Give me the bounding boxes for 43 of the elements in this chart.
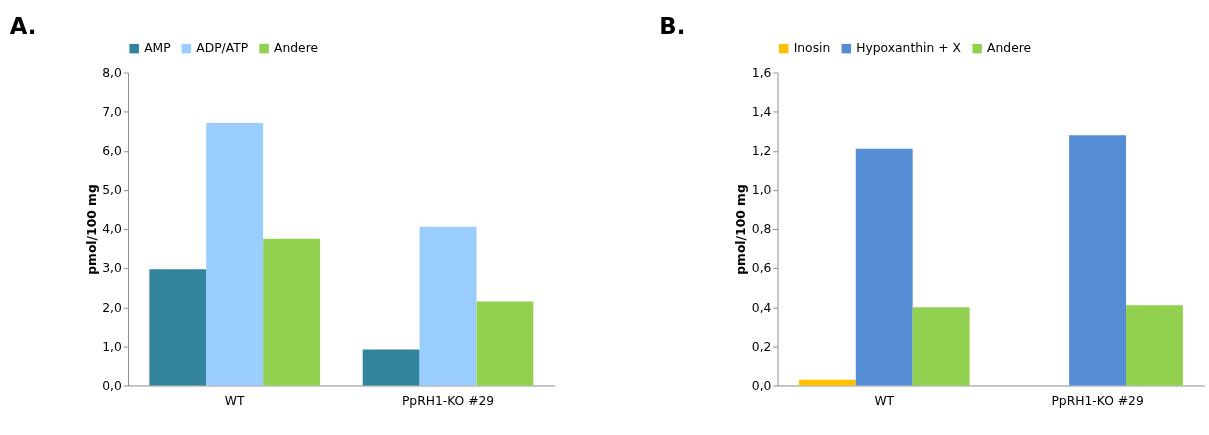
legend-label: Andere [274,41,319,56]
y-tick-label: 6,0 [102,144,122,159]
y-tick-label: 1,0 [102,339,122,354]
y-tick-label: 1,0 [751,183,772,198]
y-tick-label: 1,2 [751,144,772,159]
bar [206,123,264,386]
bar [855,148,913,386]
chart-title: A. [9,12,37,39]
bar [476,301,534,386]
legend-label: Inosin [793,41,831,56]
bar [798,379,856,386]
legend-label: ADP/ATP [196,41,249,56]
y-tick-label: 0,2 [751,339,772,354]
y-tick-label: 0,4 [751,300,772,315]
y-tick-label: 8,0 [102,65,122,80]
y-tick-label: 5,0 [102,183,122,198]
y-axis-title: pmol/100 mg [734,184,749,275]
y-tick-label: 3,0 [102,261,122,276]
y-tick-label: 1,4 [751,104,772,119]
x-tick-label: PpRH1-KO #29 [401,393,495,408]
bar [263,238,321,386]
x-tick-label: PpRH1-KO #29 [1051,393,1144,408]
y-tick-label: 1,6 [751,65,772,80]
bar [912,307,970,386]
x-tick-label: WT [874,393,895,408]
bar [1126,305,1183,386]
legend-label: Hypoxanthin + X [856,41,962,56]
y-tick-label: 2,0 [102,300,122,315]
chart-title: B. [659,12,686,39]
bar [149,269,207,386]
bar [1069,135,1127,386]
y-tick-label: 0,0 [102,378,122,393]
y-tick-label: 0,6 [751,261,772,276]
y-axis-title: pmol/100 mg [84,184,99,275]
y-tick-label: 7,0 [102,104,122,119]
bar [362,349,420,386]
y-tick-label: 0,0 [751,378,772,393]
legend-label: AMP [144,41,171,56]
y-tick-label: 0,8 [751,222,772,237]
legend-label: Andere [987,41,1032,56]
x-tick-label: WT [224,393,246,408]
bar [419,226,477,386]
y-tick-label: 4,0 [102,222,122,237]
